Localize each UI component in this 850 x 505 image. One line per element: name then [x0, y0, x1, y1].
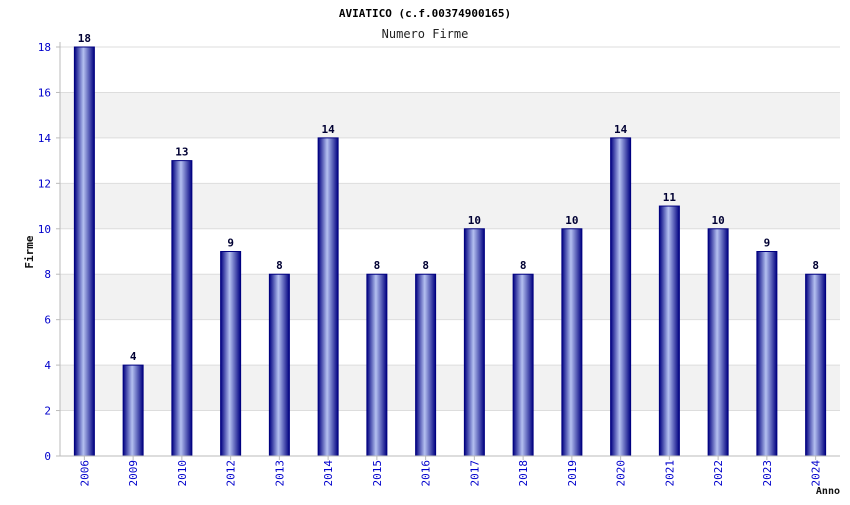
bar: [756, 251, 778, 457]
x-tick-label: 2022: [712, 460, 725, 487]
x-tick-label: 2014: [322, 460, 335, 487]
bar: [805, 273, 827, 457]
bar: [220, 251, 242, 457]
data-label: 9: [227, 237, 234, 250]
bar: [415, 273, 437, 457]
y-axis-label: Firme: [23, 235, 36, 268]
bar: [171, 160, 193, 457]
y-tick-label: 14: [38, 132, 52, 145]
bar: [707, 228, 729, 457]
x-tick-label: 2019: [566, 460, 579, 487]
x-tick-label: 2018: [517, 460, 530, 487]
y-tick-label: 8: [44, 268, 51, 281]
data-label: 10: [468, 214, 481, 227]
x-tick-label: 2017: [468, 460, 481, 487]
chart-title: AVIATICO (c.f.00374900165): [339, 7, 511, 20]
y-tick-label: 18: [38, 41, 51, 54]
y-tick-label: 12: [38, 177, 51, 190]
labels: 0 2 4 6 8 10 12 14 16 18 18 2006 4 2009 13 2010 9 2012 8 20…: [38, 32, 823, 487]
data-label: 18: [78, 32, 91, 45]
x-tick-label: 2021: [663, 460, 676, 487]
bar: [366, 273, 388, 457]
bar: [73, 46, 95, 457]
bar: [268, 273, 290, 457]
bar: [512, 273, 534, 457]
axes: [56, 42, 840, 460]
data-label: 4: [130, 350, 137, 363]
y-tick-label: 6: [44, 314, 51, 327]
y-tick-label: 2: [44, 405, 51, 418]
bar: [317, 137, 339, 457]
bar: [610, 137, 632, 457]
y-tick-label: 4: [44, 359, 51, 372]
data-label: 13: [175, 146, 188, 159]
x-tick-label: 2009: [127, 460, 140, 487]
data-label: 8: [520, 259, 527, 272]
x-tick-label: 2020: [615, 460, 628, 487]
data-label: 11: [663, 191, 677, 204]
x-tick-label: 2012: [225, 460, 238, 487]
bars: [73, 46, 827, 457]
bar: [561, 228, 583, 457]
chart-subtitle: Numero Firme: [382, 27, 469, 41]
x-tick-label: 2023: [761, 460, 774, 487]
data-label: 9: [764, 237, 771, 250]
data-label: 14: [322, 123, 336, 136]
x-tick-label: 2013: [273, 460, 286, 487]
x-tick-label: 2015: [371, 460, 384, 487]
y-tick-label: 16: [38, 86, 51, 99]
y-tick-label: 0: [44, 450, 51, 463]
bar: [463, 228, 485, 457]
x-tick-label: 2010: [176, 460, 189, 487]
y-tick-label: 10: [38, 223, 51, 236]
plot-band: [60, 92, 840, 138]
x-axis-label: Anno: [816, 486, 840, 497]
x-tick-label: 2016: [420, 460, 433, 487]
bar: [122, 364, 144, 457]
data-label: 10: [712, 214, 725, 227]
data-label: 8: [374, 259, 381, 272]
bar: [658, 205, 680, 457]
data-label: 8: [812, 259, 819, 272]
x-tick-label: 2024: [810, 460, 823, 487]
data-label: 10: [565, 214, 578, 227]
data-label: 8: [276, 259, 283, 272]
data-label: 14: [614, 123, 628, 136]
x-tick-label: 2006: [78, 460, 91, 487]
data-label: 8: [422, 259, 429, 272]
